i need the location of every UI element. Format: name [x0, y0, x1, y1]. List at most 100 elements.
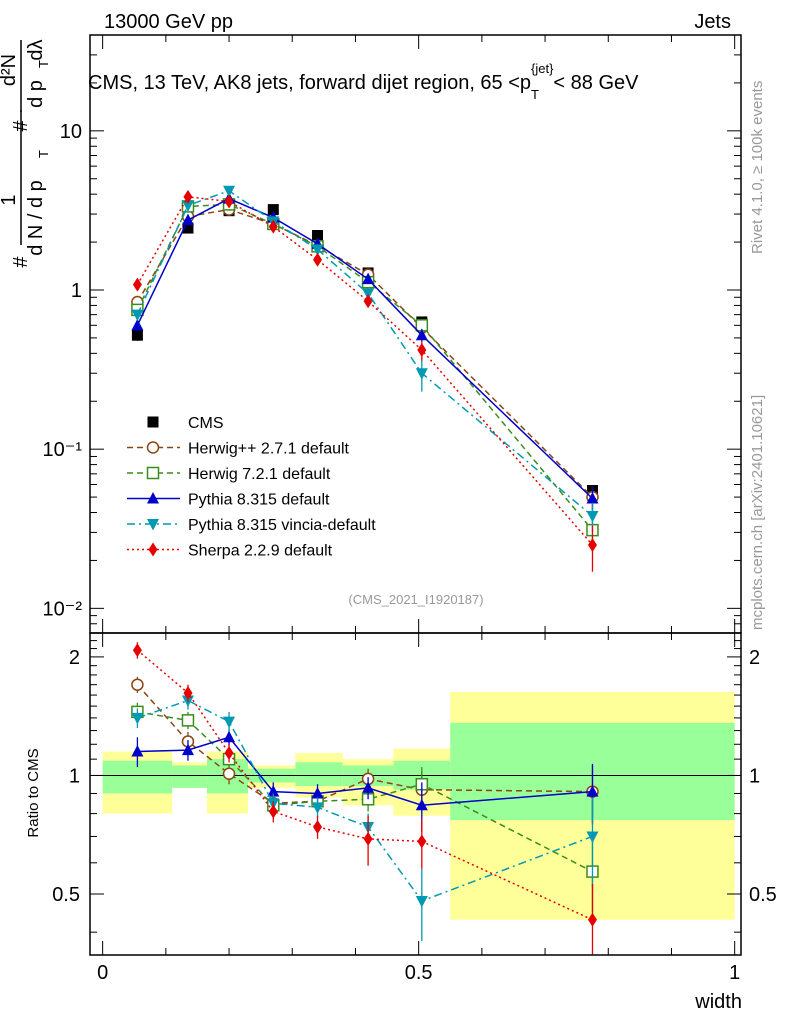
ratio-data-point — [181, 743, 194, 756]
series-line — [136, 208, 593, 498]
data-point — [224, 194, 234, 209]
legend-item-herwig-2-7-1-default: Herwig++ 2.7.1 default — [127, 441, 350, 458]
ratio-y-label: Ratio to CMS — [25, 748, 42, 837]
data-point — [586, 491, 599, 504]
y-tick-label: 10⁻² — [43, 598, 83, 620]
data-point — [363, 294, 373, 309]
ratio-series-line — [136, 684, 593, 805]
ratio-data-point — [587, 912, 597, 927]
data-point — [586, 511, 599, 523]
ratio-data-point — [267, 785, 280, 797]
ratio-data-point — [417, 834, 427, 849]
ratio-series-line — [136, 649, 593, 921]
data-point — [313, 252, 323, 267]
ratio-y-tick-label-right: 2 — [749, 647, 760, 669]
x-tick-label: 0.5 — [405, 962, 433, 984]
ratio-data-point — [313, 819, 323, 834]
series-line — [136, 189, 593, 517]
ratio-data-point — [415, 895, 428, 908]
ratio-data-point — [183, 685, 193, 700]
data-point — [182, 222, 194, 234]
uncertainty-band-stat — [172, 765, 207, 788]
legend-label: CMS — [188, 415, 224, 432]
data-point — [181, 213, 194, 226]
data-point — [362, 272, 375, 285]
ratio-data-point — [223, 730, 236, 743]
ratio-data-point — [181, 714, 195, 727]
legend-marker — [146, 466, 160, 480]
data-point — [223, 185, 236, 198]
ratio-y-tick-label: 2 — [69, 647, 80, 669]
ratio-data-point — [222, 767, 236, 780]
y-label-denominator-sub: T — [36, 150, 51, 158]
main-plot-panel: 10⁻² 10⁻¹ 1 10 — [43, 34, 742, 634]
data-point — [268, 219, 278, 234]
plot-title-sub: T — [531, 87, 539, 102]
series-line — [136, 197, 593, 500]
y-tick-label: 10⁻¹ — [43, 439, 83, 461]
ratio-series-line — [137, 711, 593, 873]
ratio-series-line — [137, 699, 593, 902]
ratio-data-point — [586, 785, 599, 797]
legend-item-herwig-7-2-1-default: Herwig 7.2.1 default — [127, 466, 331, 483]
series-herwig-2-7-1-default — [131, 203, 599, 510]
plot-title: CMS, 13 TeV, AK8 jets, forward dijet reg… — [88, 61, 639, 102]
ratio-series-pythia-8-315-vincia-default — [131, 691, 599, 941]
ratio-data-point — [131, 678, 144, 691]
data-point — [311, 244, 324, 256]
ratio-y-tick-label: 0.5 — [52, 884, 80, 906]
ratio-data-point — [362, 781, 375, 793]
legend-marker — [147, 519, 159, 531]
legend-marker — [148, 542, 158, 557]
data-point — [181, 200, 194, 212]
x-tick-label: 1 — [729, 962, 740, 984]
ratio-data-point — [586, 831, 599, 843]
legend-marker — [147, 492, 159, 504]
legend-label: Herwig 7.2.1 default — [188, 466, 331, 483]
x-axis-label: width — [694, 991, 742, 1013]
ratio-y-tick-label-right: 0.5 — [749, 884, 777, 906]
data-point — [183, 189, 193, 204]
legend-item-cms: CMS — [147, 415, 224, 432]
data-point — [267, 204, 279, 216]
plot-title-sup: {jet} — [531, 61, 554, 76]
ratio-plot-frame — [89, 632, 742, 956]
plot-title-tail: < 88 GeV — [553, 72, 639, 94]
data-point — [131, 329, 143, 341]
svg-text:CMS, 13 TeV, AK8 jets, forward: CMS, 13 TeV, AK8 jets, forward dijet reg… — [88, 61, 639, 102]
y-label-hash: # — [10, 256, 32, 268]
y-tick-label: 1 — [71, 280, 82, 302]
y-label-d2n: d²N — [0, 54, 20, 86]
series-sherpa-2-2-9-default — [132, 189, 597, 572]
beam-label: 13000 GeV pp — [104, 11, 233, 33]
legend-label: Pythia 8.315 default — [188, 492, 330, 509]
mcplots-label: mcplots.cern.ch [arXiv:2401.10621] — [749, 395, 766, 630]
main-y-axis-label: # 1 d N / d p T # d²N d p T dλ — [0, 39, 51, 267]
ratio-series-line — [137, 736, 593, 807]
data-point — [312, 229, 324, 241]
x-tick-label: 0 — [97, 962, 108, 984]
series-pythia-8-315-default — [131, 192, 599, 513]
legend-label: Pythia 8.315 vincia-default — [188, 517, 376, 534]
data-point — [415, 328, 428, 341]
ratio-y-tick-label: 1 — [69, 765, 80, 787]
y-label-dlambda: dλ — [25, 39, 47, 60]
ratio-data-point — [311, 802, 324, 814]
legend-marker — [146, 441, 160, 454]
ratio-data-point — [132, 643, 142, 658]
legend-item-pythia-8-315-default: Pythia 8.315 default — [127, 492, 330, 509]
series-line — [136, 196, 594, 546]
ratio-series-sherpa-2-2-9-default — [132, 642, 597, 955]
legend-item-sherpa-2-2-9-default: Sherpa 2.2.9 default — [127, 542, 333, 560]
ratio-series-pythia-8-315-default — [131, 729, 599, 832]
plot-title-main: CMS, 13 TeV, AK8 jets, forward dijet reg… — [88, 72, 531, 94]
data-point — [131, 309, 144, 322]
ratio-data-point — [415, 798, 428, 811]
ratio-data-point — [223, 716, 236, 729]
y-label-hash-2: # — [10, 120, 32, 132]
ratio-data-point — [131, 712, 144, 725]
uncertainty-band-stat — [295, 762, 343, 787]
y-tick-label: 10 — [60, 121, 82, 143]
y-label-dp: d p — [25, 80, 47, 108]
ratio-y-tick-label-right: 1 — [749, 765, 760, 787]
